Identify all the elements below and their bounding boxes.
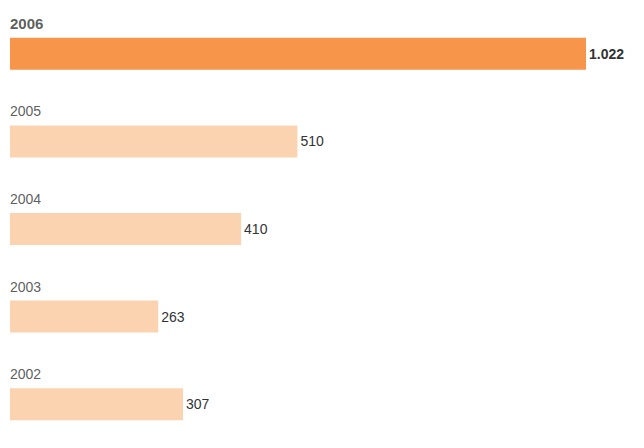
svg-text:2002: 2002 [10, 366, 41, 382]
svg-text:307: 307 [186, 396, 210, 412]
svg-text:1.022: 1.022 [589, 46, 624, 62]
svg-text:510: 510 [300, 133, 324, 149]
svg-text:2003: 2003 [10, 279, 41, 295]
svg-text:263: 263 [161, 309, 185, 325]
svg-text:2006: 2006 [10, 15, 43, 32]
svg-text:410: 410 [244, 221, 268, 237]
svg-text:2005: 2005 [10, 103, 41, 119]
svg-text:2004: 2004 [10, 191, 41, 207]
